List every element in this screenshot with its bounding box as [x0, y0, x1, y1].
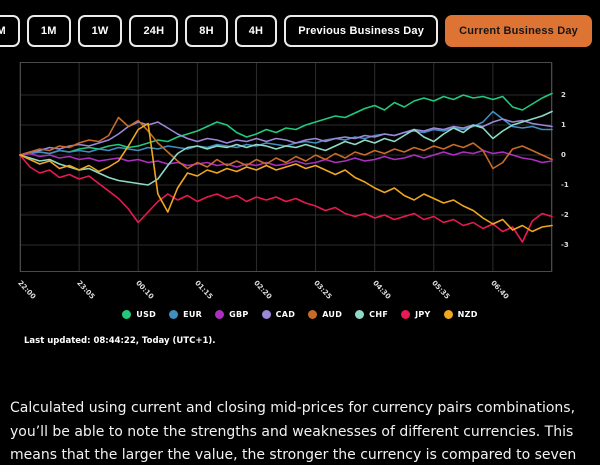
y-tick-label: -3	[561, 241, 569, 249]
legend-item-aud[interactable]: AUD	[308, 310, 342, 319]
legend-item-eur[interactable]: EUR	[169, 310, 202, 319]
legend-label: CAD	[275, 310, 296, 319]
legend-label: AUD	[322, 310, 343, 319]
x-tick-label: 03:25	[311, 279, 333, 301]
x-tick-label: 04:30	[370, 279, 392, 301]
timeframe-button-previous-business-day[interactable]: Previous Business Day	[284, 15, 439, 47]
legend-label: USD	[136, 310, 157, 319]
x-tick-label: 22:00	[16, 279, 38, 301]
legend-item-chf[interactable]: CHF	[355, 310, 388, 319]
x-tick-label: 05:35	[429, 279, 451, 301]
y-tick-label: 1	[561, 121, 566, 129]
y-axis: 2 1 0 -1 -2 -3	[561, 62, 591, 272]
last-updated-text: Last updated: 08:44:22, Today (UTC+1).	[24, 336, 216, 346]
timeframe-toolbar: 3M1M1W24H8H4HPrevious Business DayCurren…	[0, 14, 592, 48]
series-line-jpy[interactable]	[19, 154, 553, 243]
series-line-gbp[interactable]	[19, 149, 553, 168]
series-line-cad[interactable]	[19, 118, 553, 156]
timeframe-button-1m[interactable]: 1M	[26, 15, 71, 47]
timeframe-button-1w[interactable]: 1W	[77, 15, 123, 47]
legend-label: JPY	[415, 310, 431, 319]
description-paragraph: Calculated using current and closing mid…	[10, 400, 577, 463]
x-tick-label: 01:15	[193, 279, 215, 301]
x-tick-label: 23:05	[75, 279, 97, 301]
legend-label: EUR	[183, 310, 203, 319]
series-line-aud[interactable]	[19, 116, 553, 170]
x-axis: 22:00 23:05 00:10 01:15 02:20 03:25 04:30 05:35…	[16, 274, 552, 314]
x-tick-label: 06:40	[489, 279, 511, 301]
legend-item-jpy[interactable]: JPY	[401, 310, 431, 319]
legend-item-cad[interactable]: CAD	[261, 310, 296, 319]
x-tick-label: 02:20	[252, 279, 274, 301]
series-line-eur[interactable]	[19, 110, 553, 156]
legend-dot-aud	[308, 310, 318, 319]
y-tick-label: -1	[561, 181, 569, 189]
y-tick-label: -2	[561, 211, 569, 219]
chart-legend: USD EUR GBP CAD AUD CHF JPY NZD	[0, 310, 600, 319]
y-tick-label: 2	[561, 91, 566, 99]
legend-dot-usd	[122, 310, 132, 319]
timeframe-button-4h[interactable]: 4H	[234, 15, 278, 47]
legend-item-usd[interactable]: USD	[122, 310, 156, 319]
legend-label: CHF	[369, 310, 389, 319]
y-tick-label: 0	[561, 151, 566, 159]
x-tick-label: 00:10	[134, 279, 156, 301]
legend-dot-chf	[355, 310, 365, 319]
legend-item-nzd[interactable]: NZD	[443, 310, 478, 319]
currency-strength-chart: 2 1 0 -1 -2 -3 22:00 23:05 00:10 01:15 02:20 03:25…	[0, 62, 600, 319]
series-line-usd[interactable]	[19, 92, 553, 156]
legend-label: GBP	[229, 310, 249, 319]
chart-plot-area[interactable]: 2 1 0 -1 -2 -3 22:00 23:05 00:10 01:15 02:20 03:25…	[16, 62, 569, 301]
legend-item-gbp[interactable]: GBP	[215, 310, 248, 319]
timeframe-button-current-business-day[interactable]: Current Business Day	[445, 15, 592, 47]
legend-dot-nzd	[443, 310, 453, 319]
legend-dot-cad	[261, 310, 271, 319]
timeframe-button-8h[interactable]: 8H	[185, 15, 228, 47]
legend-dot-eur	[169, 310, 179, 319]
legend-dot-gbp	[215, 310, 225, 319]
series-line-chf[interactable]	[19, 110, 553, 186]
chart-canvas[interactable]	[19, 62, 553, 273]
timeframe-button-3m[interactable]: 3M	[0, 15, 20, 47]
legend-dot-jpy	[401, 310, 411, 319]
timeframe-button-24h[interactable]: 24H	[129, 15, 179, 47]
plot-border	[20, 62, 552, 272]
legend-label: NZD	[457, 310, 478, 319]
series-line-nzd[interactable]	[19, 122, 553, 233]
